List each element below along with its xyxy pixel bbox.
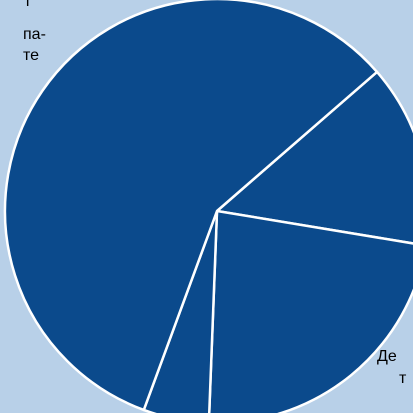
- pie-slice-4: [3, 0, 379, 412]
- pie-slice-2: [207, 209, 413, 413]
- label-fragment-bottom-1: Де: [377, 348, 397, 365]
- label-fragment-top-2: па-: [23, 26, 46, 43]
- label-fragment-top-1: т: [24, 0, 32, 10]
- label-fragment-top-3: те: [23, 47, 40, 64]
- label-fragment-bottom-2: т: [399, 370, 407, 387]
- pie-slice-1: [215, 70, 413, 245]
- pie-slices: [3, 0, 413, 413]
